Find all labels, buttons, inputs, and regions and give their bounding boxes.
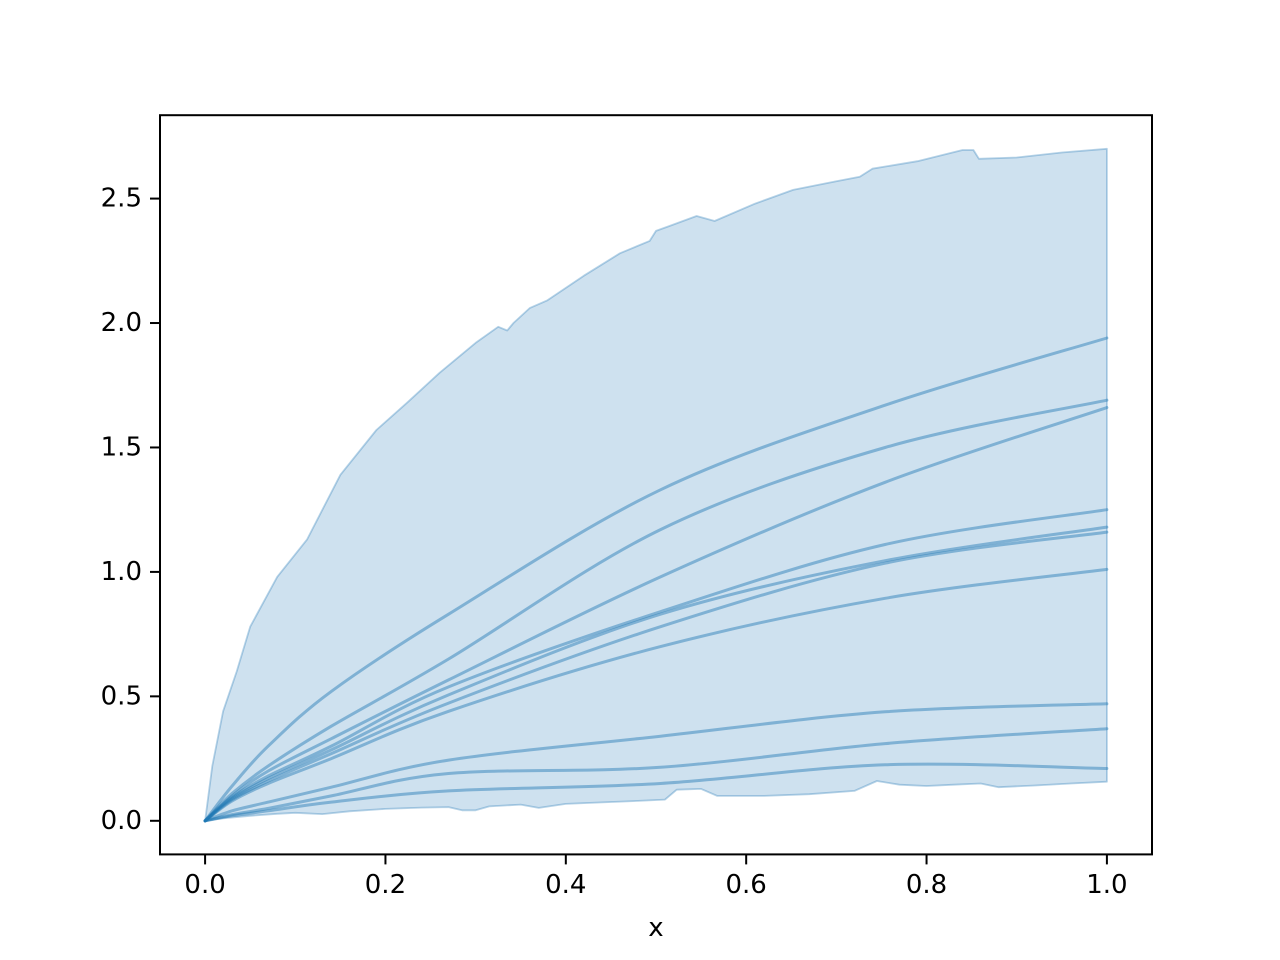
line-layer [203, 336, 1109, 823]
series-line-3 [203, 406, 1109, 823]
x-axis-label: x [648, 913, 663, 943]
series-line-7 [203, 567, 1109, 823]
y-tick-label: 1.0 [101, 557, 142, 587]
x-tick-label: 0.8 [906, 870, 947, 900]
y-tick-label: 1.5 [101, 432, 142, 462]
series-line-5 [203, 525, 1109, 823]
x-tick-label: 0.4 [545, 870, 586, 900]
y-tick-label: 0.0 [101, 806, 142, 836]
confidence-band [204, 147, 1108, 822]
series-line-6 [203, 530, 1109, 823]
series-line-10 [203, 762, 1109, 823]
x-tick-label: 0.2 [365, 870, 406, 900]
series-line-4 [203, 508, 1109, 823]
x-tick-label: 0.0 [184, 870, 225, 900]
tick-layer: 0.0 0.2 0.4 0.6 0.8 1.0 0.0 0.5 1.0 1.5 2.0 2.5 [101, 184, 1128, 900]
band-layer [204, 147, 1108, 822]
series-line-9 [203, 727, 1109, 823]
axes-layer [159, 114, 1153, 856]
y-tick-label: 2.0 [101, 308, 142, 338]
x-tick-label: 0.6 [726, 870, 767, 900]
series-line-2 [203, 398, 1109, 823]
series-line-8 [203, 702, 1109, 823]
axes-spines [159, 114, 1153, 856]
y-tick-label: 2.5 [101, 184, 142, 214]
series-line-1 [203, 336, 1109, 823]
y-tick-label: 0.5 [101, 681, 142, 711]
x-tick-label: 1.0 [1086, 870, 1127, 900]
